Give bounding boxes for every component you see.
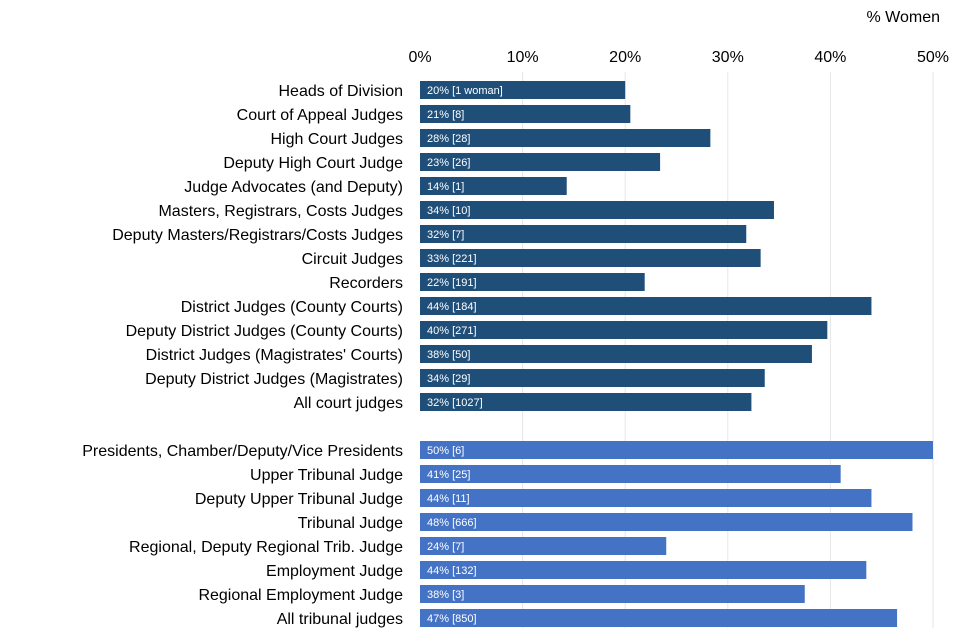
data-label: 38% [3] — [427, 589, 464, 601]
data-label: 14% [1] — [427, 181, 464, 193]
data-label: 32% [7] — [427, 229, 464, 241]
category-label: Deputy Masters/Registrars/Costs Judges — [112, 227, 403, 244]
category-label: Presidents, Chamber/Deputy/Vice Presiden… — [82, 443, 403, 460]
x-axis-unit-label: % Women — [866, 9, 940, 26]
data-label: 41% [25] — [427, 469, 470, 481]
category-label: All tribunal judges — [277, 611, 403, 628]
bar — [420, 153, 661, 171]
category-label: High Court Judges — [270, 131, 403, 148]
x-tick-label: 0% — [408, 49, 431, 66]
data-label: 38% [50] — [427, 349, 470, 361]
x-tick-label: 30% — [712, 49, 744, 66]
category-label: Deputy High Court Judge — [223, 155, 403, 172]
data-label: 28% [28] — [427, 133, 470, 145]
bar — [420, 297, 872, 315]
category-label: District Judges (County Courts) — [181, 299, 403, 316]
bar — [420, 201, 774, 219]
category-label: Heads of Division — [279, 83, 404, 100]
bar — [420, 321, 828, 339]
data-label: 44% [184] — [427, 301, 477, 313]
data-label: 22% [191] — [427, 277, 477, 289]
x-tick-label: 10% — [507, 49, 539, 66]
data-label: 50% [6] — [427, 445, 464, 457]
category-label: Judge Advocates (and Deputy) — [184, 179, 403, 196]
bar — [420, 537, 667, 555]
data-label: 44% [132] — [427, 565, 477, 577]
bar — [420, 129, 711, 147]
bar — [420, 249, 761, 267]
category-label: All court judges — [294, 395, 403, 412]
category-label: Recorders — [329, 275, 403, 292]
category-labels: Heads of Division Court of Appeal Judges H… — [82, 83, 403, 628]
category-label: Deputy Upper Tribunal Judge — [195, 491, 403, 508]
category-label: Court of Appeal Judges — [237, 107, 403, 124]
bar — [420, 369, 765, 387]
bar — [420, 345, 812, 363]
bar — [420, 393, 752, 411]
bar — [420, 513, 913, 531]
data-labels: 20% [1 woman] 21% [8] 28% [28] 23% [26] 14% … — [427, 85, 503, 625]
bar — [420, 105, 631, 123]
data-label: 44% [11] — [427, 493, 470, 505]
data-label: 20% [1 woman] — [427, 85, 503, 97]
data-label: 34% [29] — [427, 373, 470, 385]
data-label: 33% [221] — [427, 253, 477, 265]
x-axis-ticks: 0% 10% 20% 30% 40% 50% — [408, 49, 949, 66]
data-label: 47% [850] — [427, 613, 477, 625]
category-label: Deputy District Judges (Magistrates) — [145, 371, 403, 388]
x-tick-label: 40% — [814, 49, 846, 66]
data-label: 24% [7] — [427, 541, 464, 553]
bar — [420, 561, 867, 579]
data-label: 40% [271] — [427, 325, 477, 337]
x-tick-label: 20% — [609, 49, 641, 66]
bar — [420, 585, 805, 603]
category-label: Masters, Registrars, Costs Judges — [158, 203, 403, 220]
bar — [420, 465, 841, 483]
bar — [420, 81, 626, 99]
bars — [420, 81, 933, 627]
bar — [420, 177, 567, 195]
bar — [420, 273, 645, 291]
bar — [420, 441, 933, 459]
category-label: Regional Employment Judge — [198, 587, 403, 604]
bar — [420, 609, 898, 627]
data-label: 34% [10] — [427, 205, 470, 217]
data-label: 32% [1027] — [427, 397, 483, 409]
bar — [420, 489, 872, 507]
category-label: Employment Judge — [266, 563, 403, 580]
category-label: Circuit Judges — [302, 251, 403, 268]
data-label: 23% [26] — [427, 157, 470, 169]
x-tick-label: 50% — [917, 49, 949, 66]
category-label: District Judges (Magistrates' Courts) — [146, 347, 403, 364]
category-label: Tribunal Judge — [298, 515, 403, 532]
category-label: Regional, Deputy Regional Trib. Judge — [129, 539, 403, 556]
data-label: 21% [8] — [427, 109, 464, 121]
category-label: Deputy District Judges (County Courts) — [126, 323, 403, 340]
bar — [420, 225, 747, 243]
category-label: Upper Tribunal Judge — [250, 467, 403, 484]
data-label: 48% [666] — [427, 517, 477, 529]
